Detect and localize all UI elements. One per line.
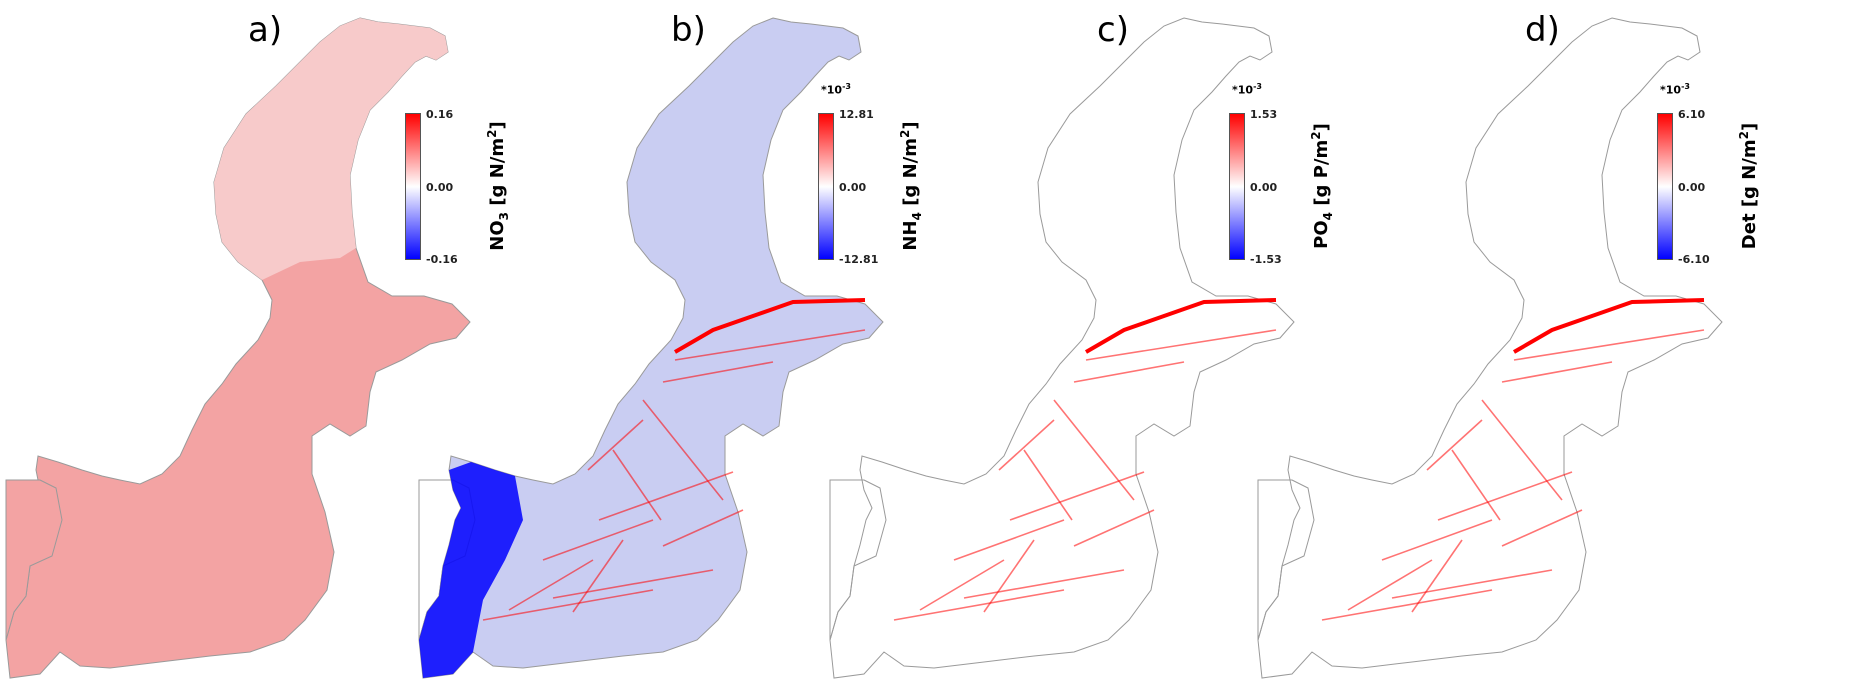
colorbar-tick-mid: 0.00 bbox=[426, 181, 454, 194]
bothnian-bay-surface bbox=[214, 18, 448, 280]
colorbar-tick-max: 1.53 bbox=[1250, 108, 1278, 121]
ship-track-line bbox=[1023, 449, 1073, 521]
ship-track-line bbox=[1501, 509, 1583, 547]
denmark-land bbox=[5, 479, 63, 641]
ship-track-line bbox=[1426, 419, 1483, 471]
ship-track-line bbox=[552, 569, 714, 599]
colorbar-tick-max: 12.81 bbox=[839, 108, 874, 121]
panel-label: d) bbox=[1525, 10, 1560, 50]
ship-track-line bbox=[1073, 361, 1185, 383]
colorbar-tick-min: -6.10 bbox=[1678, 253, 1710, 266]
panel-label: a) bbox=[248, 10, 283, 50]
scale-factor: *10-3 bbox=[821, 82, 851, 97]
colorbar bbox=[405, 113, 421, 260]
ship-track-line bbox=[508, 559, 594, 611]
ship-track-line bbox=[998, 419, 1055, 471]
scale-factor: *10-3 bbox=[1232, 82, 1262, 97]
ship-track-line bbox=[587, 419, 644, 471]
ship-track-line bbox=[662, 509, 744, 547]
denmark-land bbox=[1257, 479, 1315, 641]
ship-track-line bbox=[953, 519, 1065, 561]
ship-track-line bbox=[1009, 471, 1145, 521]
colorbar bbox=[1229, 113, 1245, 260]
ship-track-line bbox=[598, 471, 734, 521]
sea-surface bbox=[418, 17, 884, 679]
colorbar-tick-max: 6.10 bbox=[1678, 108, 1706, 121]
ship-track-line bbox=[612, 449, 662, 521]
gulf-of-finland-track bbox=[1512, 298, 1705, 354]
sea-surface bbox=[1257, 17, 1723, 679]
ship-track-line bbox=[919, 559, 1005, 611]
ship-tracks bbox=[1321, 298, 1705, 621]
panel-label: b) bbox=[671, 10, 706, 50]
ship-track-line bbox=[963, 569, 1125, 599]
ship-track-line bbox=[662, 361, 774, 383]
ship-tracks bbox=[482, 298, 866, 621]
colorbar bbox=[1657, 113, 1673, 260]
gulf-of-finland-track bbox=[673, 298, 866, 354]
ship-track-line bbox=[893, 589, 1065, 621]
ship-track-line bbox=[1411, 539, 1463, 613]
colorbar-tick-min: -0.16 bbox=[426, 253, 458, 266]
ship-track-line bbox=[674, 329, 866, 361]
colorbar-label: Det [g N/m2] bbox=[1737, 122, 1761, 250]
ship-track-line bbox=[1391, 569, 1553, 599]
baltic-sea-map bbox=[829, 17, 1295, 679]
ship-track-line bbox=[1451, 449, 1501, 521]
colorbar bbox=[818, 113, 834, 260]
ship-track-line bbox=[1321, 589, 1493, 621]
ship-track-line bbox=[983, 539, 1035, 613]
colorbar-tick-mid: 0.00 bbox=[839, 181, 867, 194]
colorbar-tick-max: 0.16 bbox=[426, 108, 454, 121]
ship-track-line bbox=[1513, 329, 1705, 361]
baltic-sea-map bbox=[1257, 17, 1723, 679]
baltic-sea-map bbox=[418, 17, 884, 679]
ship-track-line bbox=[1053, 399, 1135, 501]
colorbar-tick-min: -12.81 bbox=[839, 253, 879, 266]
sea-surface bbox=[5, 17, 471, 679]
scale-factor: *10-3 bbox=[1660, 82, 1690, 97]
map-panel-c: c) *10-3 1.53 0.00 -1.53 PO4 [g P/m2] bbox=[824, 0, 1335, 685]
ship-track-line bbox=[1085, 329, 1277, 361]
gulf-of-finland-track bbox=[1084, 298, 1277, 354]
ship-track-line bbox=[1073, 509, 1155, 547]
ship-track-line bbox=[1481, 399, 1563, 501]
denmark-land bbox=[829, 479, 887, 641]
ship-track-line bbox=[1437, 471, 1573, 521]
ship-track-line bbox=[1347, 559, 1433, 611]
ship-tracks bbox=[893, 298, 1277, 621]
map-panel-b: b) *10-3 12.81 0.00 -12.81 NH4 [g N/m2] bbox=[413, 0, 924, 685]
colorbar-tick-mid: 0.00 bbox=[1678, 181, 1706, 194]
sea-surface bbox=[829, 17, 1295, 679]
deep-blue-region bbox=[419, 462, 523, 678]
colorbar-tick-min: -1.53 bbox=[1250, 253, 1282, 266]
baltic-sea-map bbox=[5, 17, 471, 679]
map-panel-a: a) 0.16 0.00 -0.16 NO3 [g N/m2] bbox=[0, 0, 511, 685]
panel-label: c) bbox=[1097, 10, 1129, 50]
ship-track-line bbox=[642, 399, 724, 501]
ship-track-line bbox=[1501, 361, 1613, 383]
ship-track-line bbox=[482, 589, 654, 621]
map-panel-d: d) *10-3 6.10 0.00 -6.10 Det [g N/m2] bbox=[1252, 0, 1760, 685]
ship-track-line bbox=[572, 539, 624, 613]
colorbar-tick-mid: 0.00 bbox=[1250, 181, 1278, 194]
ship-track-line bbox=[1381, 519, 1493, 561]
ship-track-line bbox=[542, 519, 654, 561]
